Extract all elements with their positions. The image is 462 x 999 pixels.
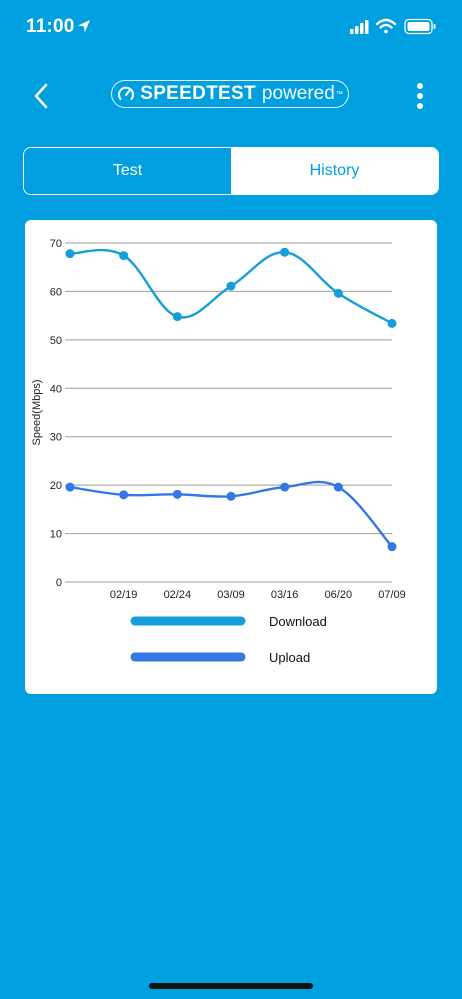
upload-data-point [226,491,236,501]
battery-icon [404,18,436,35]
y-tick-label: 40 [50,383,62,395]
legend-label-download: Download [269,614,327,629]
upload-data-point [172,489,182,499]
upload-data-point [387,542,397,552]
download-data-point [280,247,290,257]
y-tick-label: 10 [50,529,62,541]
x-tick-label: 02/19 [110,589,138,601]
tab-history[interactable]: History [231,148,438,194]
cellular-signal-icon [350,20,369,34]
wifi-icon [375,18,397,34]
x-tick-label: 02/24 [164,589,192,601]
y-tick-label: 60 [50,286,62,298]
download-data-point [65,249,75,259]
location-arrow-icon [78,20,90,33]
x-tick-label: 06/20 [325,589,353,601]
y-tick-label: 70 [50,238,62,250]
y-tick-label: 0 [56,577,62,589]
upload-data-point [65,482,75,492]
more-vertical-icon[interactable] [408,80,432,112]
status-bar: 11:00 [0,0,462,54]
nav-bar: SPEEDTEST powered ™ [0,70,462,122]
download-data-point [387,318,397,328]
y-tick-label: 30 [50,432,62,444]
history-chart: 0 10 20 30 40 50 60 70 Speed(Mbps) 02/19 02/24 03/0… [31,238,406,665]
logo-brand: SPEEDTEST [140,83,256,104]
x-tick-label: 03/16 [271,589,299,601]
back-chevron-icon[interactable] [28,80,58,112]
download-data-point [172,312,182,322]
upload-data-point [119,490,129,500]
y-tick-label: 50 [50,335,62,347]
logo-trademark: ™ [335,90,343,98]
gauge-icon [118,86,135,100]
speedtest-logo: SPEEDTEST powered ™ [111,80,349,108]
upload-data-point [280,482,290,492]
download-data-point [119,251,129,261]
download-data-point [226,281,236,291]
status-icons [350,18,436,35]
upload-data-point [333,482,343,492]
legend-label-upload: Upload [269,650,310,665]
x-tick-label: 07/09 [378,589,406,601]
home-indicator[interactable] [149,983,313,989]
upload-series-line [69,480,393,548]
tab-test[interactable]: Test [24,148,231,194]
logo-powered: powered [261,83,335,104]
y-tick-label: 20 [50,480,62,492]
tab-switcher: Test History [23,147,439,195]
download-data-point [333,288,343,298]
status-time: 11:00 [26,16,75,37]
y-axis-label: Speed(Mbps) [31,379,43,445]
history-chart-card: 0 10 20 30 40 50 60 70 Speed(Mbps) 02/19 02/24 03/0… [25,220,437,694]
x-tick-label: 03/09 [217,589,245,601]
